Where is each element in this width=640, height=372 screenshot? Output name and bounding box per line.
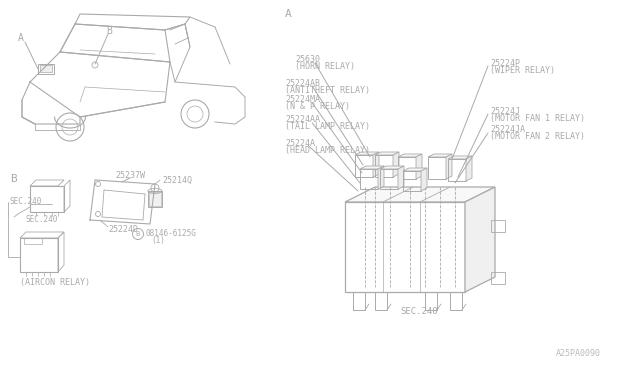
Bar bbox=[20, 238, 58, 272]
Polygon shape bbox=[466, 156, 472, 181]
Bar bbox=[24, 238, 42, 244]
Text: 08146-6125G: 08146-6125G bbox=[145, 230, 196, 238]
Text: 25237W: 25237W bbox=[115, 171, 145, 180]
Bar bbox=[353, 292, 365, 310]
Polygon shape bbox=[345, 187, 495, 202]
Polygon shape bbox=[373, 152, 379, 177]
Polygon shape bbox=[398, 166, 404, 189]
Polygon shape bbox=[355, 152, 379, 155]
Bar bbox=[30, 186, 64, 212]
Bar bbox=[450, 292, 462, 310]
Text: (MOTOR FAN 1 RELAY): (MOTOR FAN 1 RELAY) bbox=[490, 113, 585, 122]
Polygon shape bbox=[380, 166, 404, 169]
Polygon shape bbox=[375, 152, 399, 155]
Text: 25224A: 25224A bbox=[285, 138, 315, 148]
Text: (1): (1) bbox=[151, 235, 165, 244]
Polygon shape bbox=[465, 187, 495, 292]
Text: (MOTOR FAN 2 RELAY): (MOTOR FAN 2 RELAY) bbox=[490, 132, 585, 141]
Text: 25224J: 25224J bbox=[490, 106, 520, 115]
Bar bbox=[448, 159, 466, 181]
Text: 25630: 25630 bbox=[295, 55, 320, 64]
Text: A: A bbox=[285, 9, 292, 19]
Polygon shape bbox=[393, 152, 399, 177]
Bar bbox=[491, 272, 505, 284]
Text: 25224AA: 25224AA bbox=[285, 115, 320, 125]
Text: A: A bbox=[18, 33, 24, 43]
Text: (HORN RELAY): (HORN RELAY) bbox=[295, 62, 355, 71]
Polygon shape bbox=[416, 154, 422, 179]
Polygon shape bbox=[403, 168, 427, 171]
Bar bbox=[345, 202, 465, 292]
Text: (ANTITHEFT RELAY): (ANTITHEFT RELAY) bbox=[285, 86, 370, 94]
Text: SEC.240: SEC.240 bbox=[400, 308, 438, 317]
Bar bbox=[380, 169, 398, 189]
Text: A25PA0090: A25PA0090 bbox=[556, 350, 601, 359]
Text: 25224MA: 25224MA bbox=[285, 96, 320, 105]
Bar bbox=[425, 292, 437, 310]
Text: SEC.240: SEC.240 bbox=[26, 215, 58, 224]
Text: B: B bbox=[10, 174, 17, 184]
Text: SEC.240: SEC.240 bbox=[10, 198, 42, 206]
Bar bbox=[38, 64, 54, 74]
Bar bbox=[428, 157, 446, 179]
Bar bbox=[375, 292, 387, 310]
Polygon shape bbox=[446, 154, 452, 179]
Text: (AIRCON RELAY): (AIRCON RELAY) bbox=[20, 278, 90, 286]
Text: (WIPER RELAY): (WIPER RELAY) bbox=[490, 65, 555, 74]
Text: (HEAD LAMP RELAY): (HEAD LAMP RELAY) bbox=[285, 145, 370, 154]
Bar bbox=[149, 192, 161, 206]
Text: (N & P RELAY): (N & P RELAY) bbox=[285, 103, 350, 112]
Bar bbox=[403, 171, 421, 191]
Polygon shape bbox=[448, 156, 472, 159]
Bar bbox=[375, 155, 393, 177]
Text: 25224D: 25224D bbox=[108, 224, 138, 234]
Polygon shape bbox=[360, 166, 384, 169]
Text: 25224AB: 25224AB bbox=[285, 78, 320, 87]
Polygon shape bbox=[398, 154, 422, 157]
Bar bbox=[398, 157, 416, 179]
Text: B: B bbox=[106, 26, 112, 36]
Polygon shape bbox=[378, 166, 384, 189]
Bar bbox=[360, 169, 378, 189]
Text: 25214Q: 25214Q bbox=[162, 176, 192, 185]
Text: (TAIL LAMP RELAY): (TAIL LAMP RELAY) bbox=[285, 122, 370, 131]
Polygon shape bbox=[428, 154, 452, 157]
Text: B: B bbox=[135, 231, 140, 237]
Text: 25224P: 25224P bbox=[490, 58, 520, 67]
Text: 25224JA: 25224JA bbox=[490, 125, 525, 135]
Bar bbox=[355, 155, 373, 177]
Polygon shape bbox=[421, 168, 427, 191]
Bar bbox=[148, 191, 162, 207]
Bar bbox=[491, 220, 505, 232]
Bar bbox=[40, 65, 52, 72]
